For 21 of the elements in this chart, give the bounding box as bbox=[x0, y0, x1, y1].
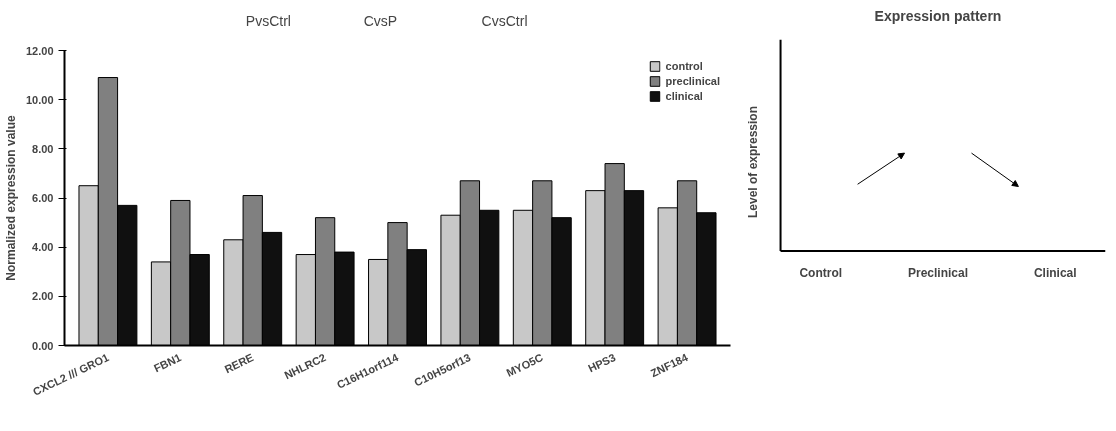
text: Preclinical bbox=[907, 265, 969, 280]
text: CvsCtrl bbox=[481, 12, 528, 29]
text: Control bbox=[799, 265, 843, 280]
text: CvsP bbox=[363, 12, 398, 29]
y-tick-label: 8.00 bbox=[32, 142, 54, 155]
text: Level of expression bbox=[745, 105, 760, 219]
legend-label: preclinical bbox=[665, 75, 720, 87]
legend-label: clinical bbox=[665, 90, 703, 102]
text: PvsCtrl bbox=[245, 12, 291, 29]
y-tick-label: 10.00 bbox=[25, 93, 54, 106]
y-axis-title: Normalized expression value bbox=[3, 114, 18, 281]
x-tick-label: HPS3 bbox=[586, 351, 618, 375]
x-tick-label: FBN1 bbox=[151, 351, 183, 375]
y-tick-label: 6.00 bbox=[32, 192, 54, 204]
y-tick-label: 12.00 bbox=[25, 44, 54, 57]
legend-label: control bbox=[665, 60, 703, 72]
y-tick-label: 0.00 bbox=[32, 339, 54, 352]
text: Clinical bbox=[1033, 265, 1077, 280]
text: Expression pattern bbox=[874, 7, 1002, 24]
y-tick-label: 4.00 bbox=[32, 241, 54, 254]
y-tick-label: 2.00 bbox=[32, 290, 54, 303]
